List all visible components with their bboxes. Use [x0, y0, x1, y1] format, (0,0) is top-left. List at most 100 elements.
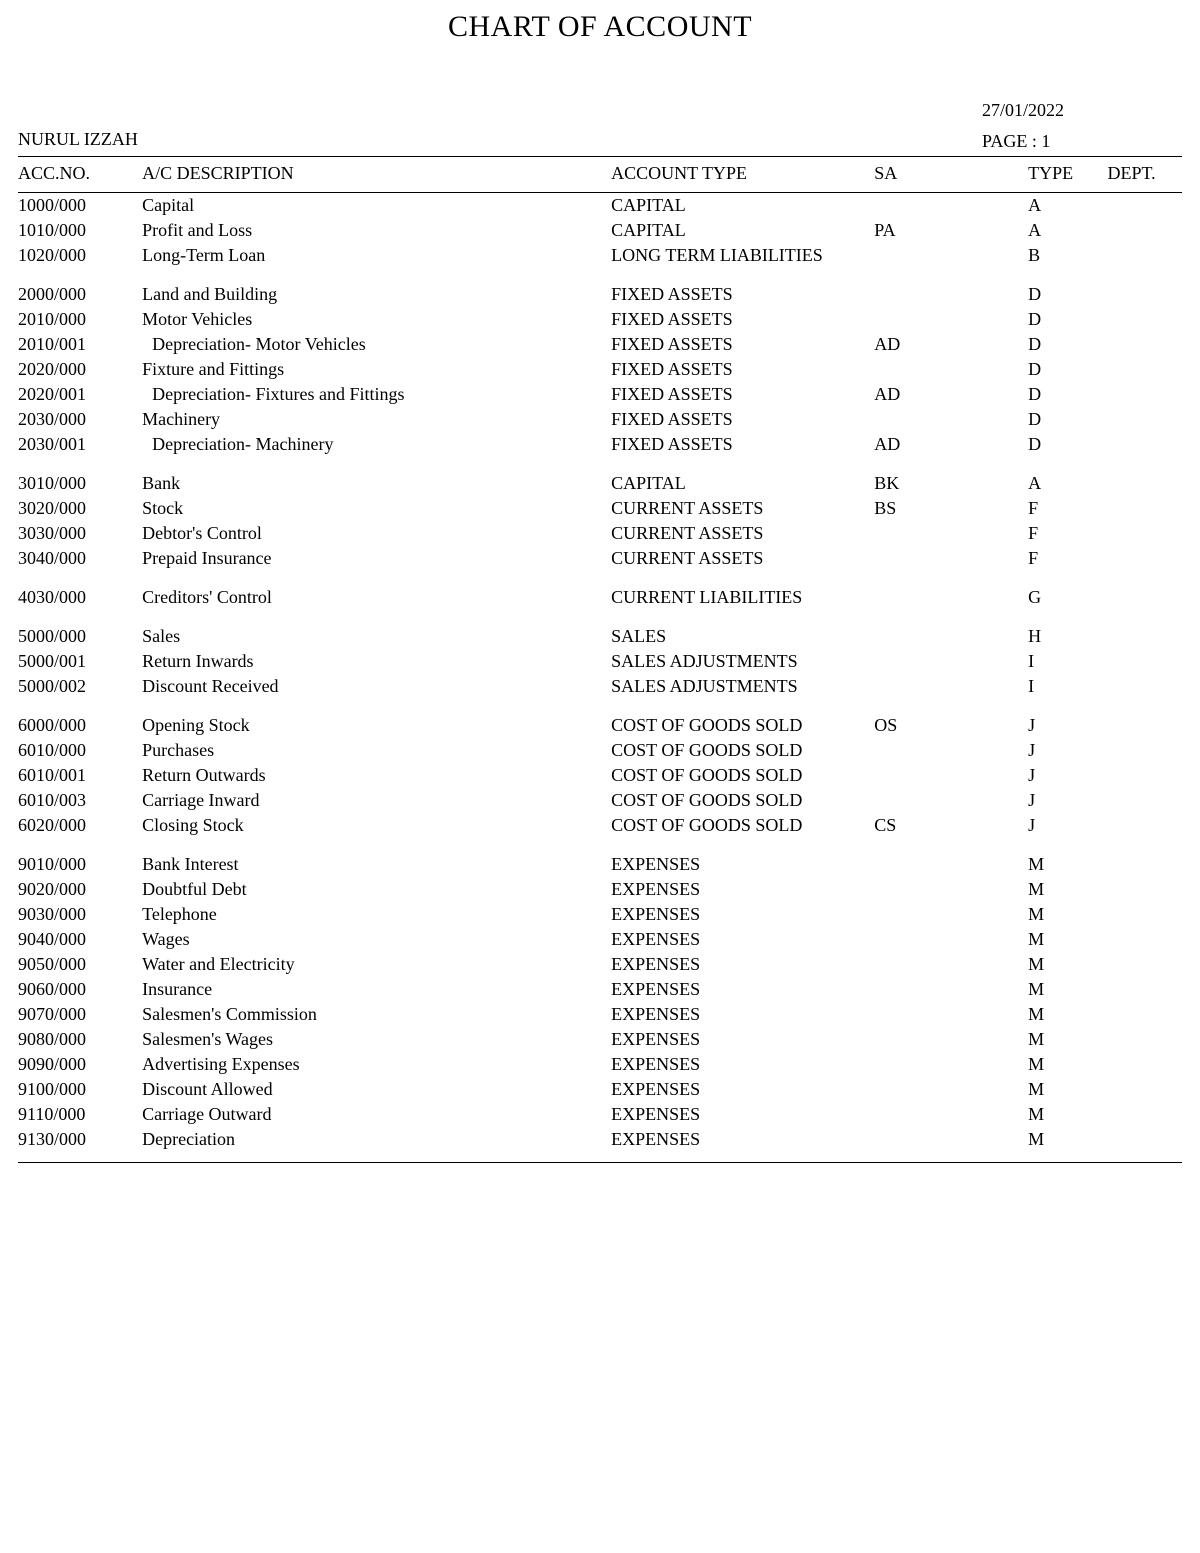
- account-group: 4030/000Creditors' ControlCURRENT LIABIL…: [18, 571, 1182, 610]
- cell-description: Depreciation- Fixtures and Fittings: [142, 382, 611, 407]
- cell-description: Sales: [142, 624, 611, 649]
- cell-description: Salesmen's Wages: [142, 1027, 611, 1052]
- accounts-table: ACC.NO. A/C DESCRIPTION ACCOUNT TYPE SA …: [18, 157, 1182, 190]
- cell-dept: [1108, 193, 1182, 218]
- cell-type: D: [1028, 432, 1107, 457]
- cell-account-type: EXPENSES: [611, 1102, 874, 1127]
- cell-dept: [1108, 763, 1182, 788]
- cell-account-type: CURRENT ASSETS: [611, 546, 874, 571]
- table-row: 9100/000Discount AllowedEXPENSESM: [18, 1077, 1182, 1102]
- cell-type: F: [1028, 546, 1107, 571]
- cell-account-type: FIXED ASSETS: [611, 432, 874, 457]
- cell-dept: [1108, 902, 1182, 927]
- table-row: 5000/000SalesSALESH: [18, 624, 1182, 649]
- cell-sa: [874, 357, 1028, 382]
- cell-sa: [874, 763, 1028, 788]
- cell-sa: [874, 193, 1028, 218]
- cell-type: M: [1028, 952, 1107, 977]
- cell-sa: [874, 977, 1028, 1002]
- cell-dept: [1108, 1102, 1182, 1127]
- cell-dept: [1108, 1002, 1182, 1027]
- cell-sa: [874, 649, 1028, 674]
- table-row: 2010/000Motor VehiclesFIXED ASSETSD: [18, 307, 1182, 332]
- cell-description: Return Inwards: [142, 649, 611, 674]
- cell-dept: [1108, 357, 1182, 382]
- cell-account-type: EXPENSES: [611, 852, 874, 877]
- cell-account-type: CAPITAL: [611, 193, 874, 218]
- cell-acc-no: 9050/000: [18, 952, 142, 977]
- cell-sa: [874, 1077, 1028, 1102]
- table-row: 2000/000Land and BuildingFIXED ASSETSD: [18, 282, 1182, 307]
- cell-description: Machinery: [142, 407, 611, 432]
- cell-description: Depreciation- Machinery: [142, 432, 611, 457]
- cell-description: Insurance: [142, 977, 611, 1002]
- account-group: 3010/000BankCAPITALBKA3020/000StockCURRE…: [18, 457, 1182, 571]
- cell-sa: [874, 952, 1028, 977]
- cell-sa: AD: [874, 332, 1028, 357]
- cell-description: Carriage Inward: [142, 788, 611, 813]
- table-row: 9020/000Doubtful DebtEXPENSESM: [18, 877, 1182, 902]
- cell-dept: [1108, 977, 1182, 1002]
- cell-dept: [1108, 649, 1182, 674]
- cell-acc-no: 2020/001: [18, 382, 142, 407]
- cell-acc-no: 9020/000: [18, 877, 142, 902]
- cell-dept: [1108, 521, 1182, 546]
- table-row: 9040/000WagesEXPENSESM: [18, 927, 1182, 952]
- cell-sa: [874, 1052, 1028, 1077]
- table-row: 3020/000StockCURRENT ASSETSBSF: [18, 496, 1182, 521]
- cell-description: Carriage Outward: [142, 1102, 611, 1127]
- cell-description: Salesmen's Commission: [142, 1002, 611, 1027]
- cell-description: Bank Interest: [142, 852, 611, 877]
- cell-dept: [1108, 243, 1182, 268]
- cell-type: J: [1028, 738, 1107, 763]
- cell-account-type: EXPENSES: [611, 1002, 874, 1027]
- cell-description: Telephone: [142, 902, 611, 927]
- cell-dept: [1108, 877, 1182, 902]
- table-row: 2030/001Depreciation- MachineryFIXED ASS…: [18, 432, 1182, 457]
- cell-acc-no: 3020/000: [18, 496, 142, 521]
- cell-type: D: [1028, 282, 1107, 307]
- cell-account-type: CURRENT ASSETS: [611, 496, 874, 521]
- table-row: 5000/001Return InwardsSALES ADJUSTMENTSI: [18, 649, 1182, 674]
- cell-account-type: FIXED ASSETS: [611, 282, 874, 307]
- cell-description: Opening Stock: [142, 713, 611, 738]
- cell-sa: CS: [874, 813, 1028, 838]
- account-group: 6000/000Opening StockCOST OF GOODS SOLDO…: [18, 699, 1182, 838]
- cell-account-type: COST OF GOODS SOLD: [611, 813, 874, 838]
- cell-acc-no: 3010/000: [18, 471, 142, 496]
- cell-dept: [1108, 432, 1182, 457]
- cell-account-type: SALES ADJUSTMENTS: [611, 674, 874, 699]
- cell-type: F: [1028, 521, 1107, 546]
- cell-description: Advertising Expenses: [142, 1052, 611, 1077]
- cell-description: Profit and Loss: [142, 218, 611, 243]
- cell-type: H: [1028, 624, 1107, 649]
- cell-account-type: CAPITAL: [611, 218, 874, 243]
- account-group: 5000/000SalesSALESH5000/001Return Inward…: [18, 610, 1182, 699]
- cell-acc-no: 5000/000: [18, 624, 142, 649]
- cell-sa: [874, 624, 1028, 649]
- cell-sa: [874, 738, 1028, 763]
- cell-acc-no: 4030/000: [18, 585, 142, 610]
- cell-description: Fixture and Fittings: [142, 357, 611, 382]
- table-row: 9130/000DepreciationEXPENSESM: [18, 1127, 1182, 1152]
- cell-sa: [874, 852, 1028, 877]
- table-row: 9070/000Salesmen's CommissionEXPENSESM: [18, 1002, 1182, 1027]
- cell-account-type: FIXED ASSETS: [611, 332, 874, 357]
- cell-account-type: FIXED ASSETS: [611, 407, 874, 432]
- cell-sa: OS: [874, 713, 1028, 738]
- table-row: 9050/000Water and ElectricityEXPENSESM: [18, 952, 1182, 977]
- cell-acc-no: 3030/000: [18, 521, 142, 546]
- cell-description: Depreciation- Motor Vehicles: [142, 332, 611, 357]
- cell-account-type: EXPENSES: [611, 1027, 874, 1052]
- col-sa: SA: [874, 157, 1028, 190]
- accounts-table-body: 1000/000CapitalCAPITALA1010/000Profit an…: [18, 193, 1182, 1152]
- cell-account-type: CURRENT LIABILITIES: [611, 585, 874, 610]
- cell-account-type: COST OF GOODS SOLD: [611, 763, 874, 788]
- table-row: 6000/000Opening StockCOST OF GOODS SOLDO…: [18, 713, 1182, 738]
- cell-sa: [874, 674, 1028, 699]
- table-row: 9110/000Carriage OutwardEXPENSESM: [18, 1102, 1182, 1127]
- cell-type: M: [1028, 1027, 1107, 1052]
- table-row: 4030/000Creditors' ControlCURRENT LIABIL…: [18, 585, 1182, 610]
- cell-dept: [1108, 674, 1182, 699]
- cell-description: Wages: [142, 927, 611, 952]
